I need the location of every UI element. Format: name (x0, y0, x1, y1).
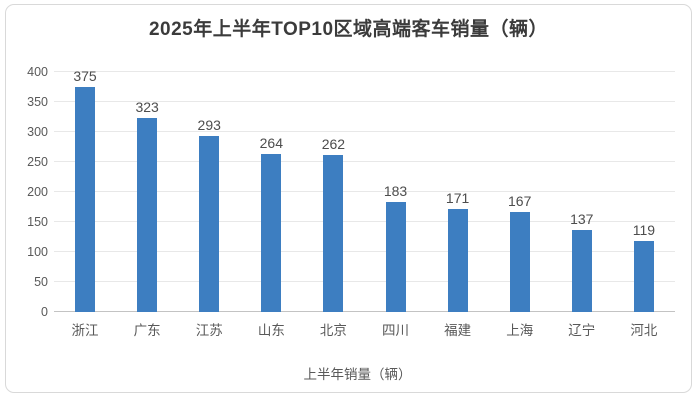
legend-label: 上半年销量（辆） (303, 367, 412, 382)
data-label: 183 (383, 183, 408, 200)
y-axis-tick-label: 300 (27, 125, 48, 139)
legend: 上半年销量（辆） (6, 363, 691, 383)
x-axis-label: 河北 (630, 323, 658, 338)
bar-column: 137 (551, 72, 613, 312)
x-axis-label: 江苏 (195, 323, 223, 338)
gridline (54, 131, 675, 132)
bar-辽宁 (571, 229, 592, 312)
x-axis-label: 山东 (257, 323, 285, 338)
y-axis-tick-label: 50 (34, 275, 48, 289)
plot-area: 375 323 293 264 262 183 171 167 137 119 (54, 68, 675, 312)
y-axis-tick-label: 200 (27, 185, 48, 199)
data-label: 264 (259, 134, 283, 151)
bar-column: 375 (54, 68, 116, 312)
gridline (54, 161, 675, 162)
data-label: 262 (321, 135, 346, 152)
bar-广东 (137, 118, 158, 312)
data-label: 167 (508, 192, 532, 209)
gridline (54, 101, 675, 102)
data-label: 137 (570, 210, 594, 227)
bar-series: 375 323 293 264 262 183 171 167 137 119 (54, 68, 675, 312)
gridline (54, 251, 675, 252)
bar-浙江 (75, 87, 96, 312)
data-label: 323 (135, 99, 159, 116)
gridline (54, 221, 675, 222)
bar-column: 119 (613, 72, 675, 312)
y-axis: 0 50 100 150 200 250 300 350 400 (14, 65, 54, 319)
x-axis-label: 广东 (133, 323, 161, 338)
data-label: 375 (73, 68, 97, 84)
x-axis: 浙江 广东 江苏 山东 北京 四川 福建 上海 辽宁 河北 (54, 319, 675, 339)
bar-山东 (261, 153, 282, 312)
bar-江苏 (199, 136, 220, 312)
gridline (54, 191, 675, 192)
x-axis-label: 浙江 (71, 323, 99, 338)
x-axis-label: 上海 (506, 323, 534, 338)
bar-column: 323 (116, 72, 178, 312)
y-axis-tick-label: 250 (27, 155, 48, 169)
x-axis-line (54, 311, 675, 312)
x-axis-label: 四川 (382, 323, 410, 338)
gridline (54, 281, 675, 282)
bar-上海 (509, 211, 530, 312)
y-axis-tick-label: 0 (41, 305, 48, 319)
bar-column: 293 (178, 72, 240, 312)
bar-column: 264 (240, 72, 302, 312)
x-axis-label: 北京 (319, 323, 347, 338)
bar-河北 (633, 240, 654, 312)
bar-column: 167 (489, 72, 551, 312)
bar-column: 171 (427, 72, 489, 312)
data-label: 293 (197, 117, 221, 134)
legend-swatch-icon (286, 368, 297, 379)
data-label: 171 (445, 190, 470, 207)
data-label: 119 (632, 221, 656, 238)
plot-region: 0 50 100 150 200 250 300 350 400 375 323 293 264 262… (14, 65, 675, 319)
bar-北京 (323, 154, 344, 312)
bar-column: 262 (302, 72, 364, 312)
x-axis-label: 福建 (444, 323, 472, 338)
y-axis-tick-label: 100 (27, 245, 48, 259)
y-axis-tick-label: 400 (27, 65, 48, 79)
bar-四川 (385, 202, 406, 312)
x-axis-label: 辽宁 (568, 323, 596, 338)
bar-福建 (447, 209, 468, 312)
chart-container: 2025年上半年TOP10区域高端客车销量（辆） 0 50 100 150 200 250… (5, 4, 692, 393)
gridline (54, 71, 675, 72)
chart-title: 2025年上半年TOP10区域高端客车销量（辆） (148, 19, 549, 40)
bar-column: 183 (364, 72, 426, 312)
y-axis-tick-label: 350 (27, 95, 48, 109)
y-axis-tick-label: 150 (27, 215, 48, 229)
